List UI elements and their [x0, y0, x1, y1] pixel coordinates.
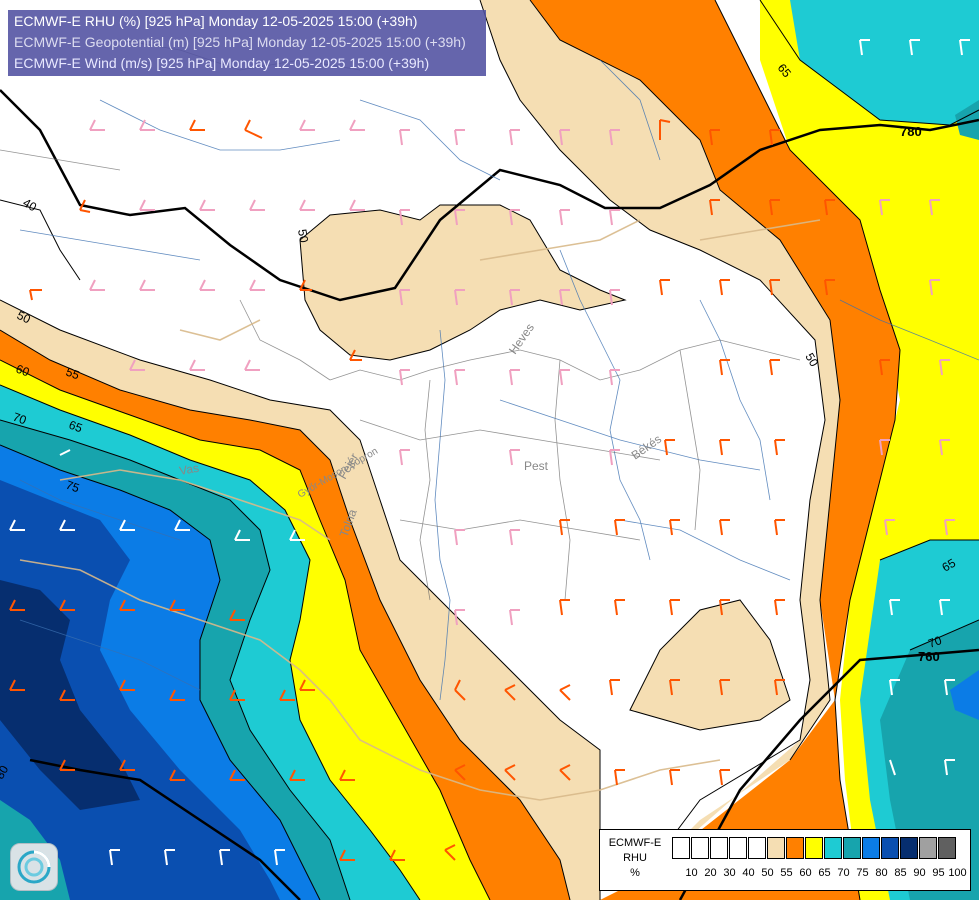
rhu-legend: ECMWF-E RHU % 10 20 30 40 50 55 60 65 70 75 80 85 90… — [599, 829, 971, 891]
contour-label-50c: 50 — [802, 351, 821, 370]
legend-box-65 — [805, 837, 823, 859]
legend-box-95 — [919, 837, 937, 859]
rhu-se-tan — [630, 600, 790, 730]
legend-title-line-3: % — [630, 867, 640, 879]
legend-tick: 50 — [761, 867, 774, 879]
contour-label-65c: 65 — [940, 556, 959, 575]
legend-tick: 60 — [799, 867, 812, 879]
legend-title-line-1: ECMWF-E — [608, 837, 662, 849]
legend-box-30 — [710, 837, 728, 859]
legend-tick: 65 — [818, 867, 831, 879]
rhu-east-tan — [480, 0, 840, 880]
legend-tick: 75 — [856, 867, 869, 879]
ecmwf-logo-icon — [10, 843, 58, 891]
geopotential-label-760: 760 — [918, 649, 940, 664]
legend-box-100 — [938, 837, 956, 859]
legend-box-80 — [862, 837, 880, 859]
legend-ticks: 10 20 30 40 50 55 60 65 70 75 80 85 90 95 100 — [682, 867, 967, 879]
wind-barb-icon — [9, 39, 970, 866]
contour-label-40: 40 — [21, 195, 40, 214]
legend-tick: 85 — [894, 867, 907, 879]
legend-box-50 — [748, 837, 766, 859]
contour-label-70a: 70 — [11, 410, 29, 428]
legend-title: ECMWF-E RHU % — [600, 836, 670, 881]
rhu-east-orange — [530, 0, 900, 900]
legend-tick: 100 — [948, 867, 967, 879]
map-title-box: ECMWF-E RHU (%) [925 hPa] Monday 12-05-2… — [8, 10, 486, 76]
county-label-pest: Pest — [524, 459, 549, 473]
rhu-ne-teal — [955, 100, 979, 140]
contour-label-55: 55 — [64, 365, 82, 383]
rhu-east-blue — [950, 670, 979, 720]
legend-box-90 — [900, 837, 918, 859]
legend-box-20 — [691, 837, 709, 859]
rhu-west-navy — [0, 580, 140, 810]
county-label-vas: Vas — [178, 461, 200, 478]
contour-label-65a: 65 — [67, 418, 85, 436]
legend-tick: 95 — [932, 867, 945, 879]
title-rhu: ECMWF-E RHU (%) [925 hPa] Monday 12-05-2… — [14, 13, 418, 29]
legend-tick: 10 — [685, 867, 698, 879]
contour-label-75: 75 — [64, 478, 82, 496]
geopotential-label-780: 780 — [900, 124, 922, 139]
legend-box-75 — [843, 837, 861, 859]
legend-tick: 70 — [837, 867, 850, 879]
legend-tick: 40 — [742, 867, 755, 879]
legend-tick: 55 — [780, 867, 793, 879]
legend-box-60 — [786, 837, 804, 859]
contour-label-50b: 50 — [15, 308, 33, 326]
legend-box-55 — [767, 837, 785, 859]
contour-label-70b: 70 — [926, 633, 944, 651]
legend-title-line-2: RHU — [623, 852, 647, 864]
contour-label-60: 60 — [14, 362, 32, 380]
legend-tick: 30 — [723, 867, 736, 879]
legend-box-40 — [729, 837, 747, 859]
rhu-ne-cyan — [790, 0, 979, 125]
legend-box-70 — [824, 837, 842, 859]
title-geopotential: ECMWF-E Geopotential (m) [925 hPa] Monda… — [14, 34, 466, 50]
legend-box-10 — [672, 837, 690, 859]
contour-label-50a: 50 — [295, 228, 311, 244]
contour-label-80: 80 — [0, 763, 11, 782]
legend-tick: 20 — [704, 867, 717, 879]
legend-color-boxes — [672, 837, 957, 859]
legend-tick: 90 — [913, 867, 926, 879]
title-wind: ECMWF-E Wind (m/s) [925 hPa] Monday 12-0… — [14, 55, 430, 71]
legend-tick: 80 — [875, 867, 888, 879]
legend-box-85 — [881, 837, 899, 859]
